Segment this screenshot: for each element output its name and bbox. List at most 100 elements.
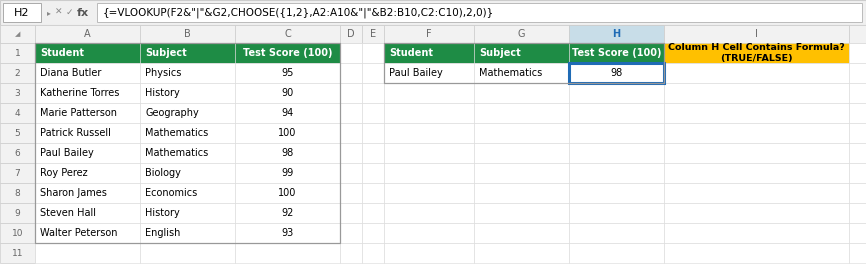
Bar — [35, 123, 140, 143]
Bar — [0, 63, 35, 83]
Text: F: F — [426, 29, 432, 39]
Bar — [384, 123, 474, 143]
Text: Subject: Subject — [479, 48, 520, 58]
Text: 98: 98 — [611, 68, 623, 78]
Bar — [340, 223, 362, 243]
Bar — [35, 203, 140, 223]
Bar — [362, 123, 384, 143]
Bar — [340, 43, 362, 63]
Text: Roy Perez: Roy Perez — [40, 168, 87, 178]
Bar — [140, 223, 235, 243]
Text: Mathematics: Mathematics — [145, 148, 208, 158]
Bar — [849, 143, 866, 163]
Bar — [340, 123, 362, 143]
Bar — [0, 25, 866, 43]
Bar — [849, 203, 866, 223]
Bar — [569, 43, 664, 63]
Bar — [35, 143, 140, 163]
Text: B: B — [184, 29, 191, 39]
Text: I: I — [755, 29, 758, 39]
Text: Steven Hall: Steven Hall — [40, 208, 96, 218]
Bar — [849, 43, 866, 63]
Bar — [0, 183, 35, 203]
Text: Test Score (100): Test Score (100) — [572, 48, 662, 58]
Bar — [474, 143, 569, 163]
Bar — [340, 143, 362, 163]
Text: Test Score (100): Test Score (100) — [242, 48, 333, 58]
Text: 92: 92 — [281, 208, 294, 218]
Text: Paul Bailey: Paul Bailey — [389, 68, 443, 78]
Bar — [235, 143, 340, 163]
Text: Biology: Biology — [145, 168, 181, 178]
Bar — [664, 163, 849, 183]
Bar — [664, 223, 849, 243]
Bar — [384, 63, 474, 83]
Text: C: C — [284, 29, 291, 39]
Text: 98: 98 — [281, 148, 294, 158]
Bar — [140, 83, 235, 103]
Bar — [849, 103, 866, 123]
Bar — [140, 143, 235, 163]
Bar — [362, 103, 384, 123]
Bar — [849, 83, 866, 103]
Text: 9: 9 — [15, 208, 21, 218]
Text: H: H — [612, 29, 621, 39]
Bar — [384, 183, 474, 203]
Bar — [35, 43, 340, 243]
Text: 11: 11 — [12, 249, 23, 258]
Bar — [35, 103, 140, 123]
Bar — [849, 25, 866, 43]
Text: 8: 8 — [15, 189, 21, 198]
Bar — [569, 63, 664, 83]
Bar — [384, 43, 664, 83]
Bar — [140, 243, 235, 263]
Text: 100: 100 — [278, 128, 297, 138]
Text: Walter Peterson: Walter Peterson — [40, 228, 118, 238]
Bar — [0, 243, 35, 263]
Bar — [235, 43, 340, 63]
Bar — [664, 103, 849, 123]
Bar — [849, 183, 866, 203]
Text: G: G — [518, 29, 526, 39]
Bar — [474, 25, 569, 43]
Text: Subject: Subject — [145, 48, 187, 58]
Text: Student: Student — [389, 48, 433, 58]
Bar — [340, 203, 362, 223]
Text: fx: fx — [77, 8, 89, 18]
Bar — [569, 243, 664, 263]
Bar — [140, 123, 235, 143]
Bar — [35, 25, 140, 43]
Bar — [35, 243, 140, 263]
Bar — [362, 243, 384, 263]
Text: Student: Student — [40, 48, 84, 58]
Bar — [362, 43, 384, 63]
Bar — [35, 83, 140, 103]
Bar — [384, 243, 474, 263]
Bar — [340, 83, 362, 103]
Text: Column H Cell Contains Formula?
(TRUE/FALSE): Column H Cell Contains Formula? (TRUE/FA… — [669, 43, 845, 63]
Bar — [474, 103, 569, 123]
Bar — [140, 203, 235, 223]
Bar — [362, 25, 384, 43]
Text: 100: 100 — [278, 188, 297, 198]
Bar — [362, 203, 384, 223]
Bar — [362, 183, 384, 203]
Bar — [3, 3, 41, 22]
Text: Mathematics: Mathematics — [479, 68, 542, 78]
Bar — [384, 223, 474, 243]
Bar — [0, 25, 35, 43]
Text: Sharon James: Sharon James — [40, 188, 107, 198]
Bar — [474, 203, 569, 223]
Bar — [384, 83, 474, 103]
Bar — [340, 243, 362, 263]
Bar — [569, 143, 664, 163]
Bar — [340, 63, 362, 83]
Text: Diana Butler: Diana Butler — [40, 68, 101, 78]
Text: 7: 7 — [15, 169, 21, 177]
Bar — [384, 43, 474, 63]
Text: Marie Patterson: Marie Patterson — [40, 108, 117, 118]
Bar — [35, 163, 140, 183]
Bar — [664, 183, 849, 203]
Bar — [35, 63, 140, 83]
Bar — [569, 25, 664, 43]
